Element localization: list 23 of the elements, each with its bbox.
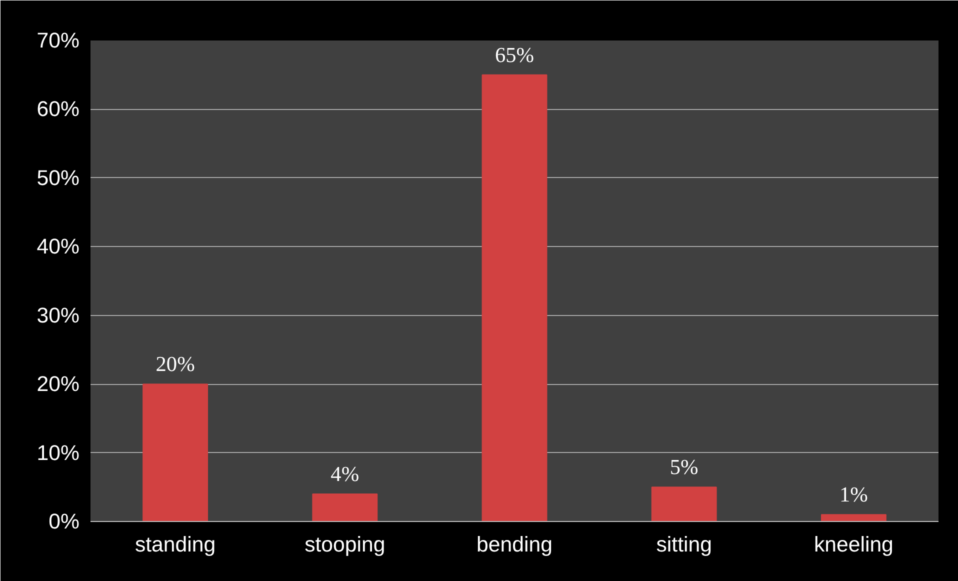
y-tick-label: 40% [36,234,80,259]
data-label: 5% [670,455,699,480]
x-tick-label: standing [134,532,216,556]
bar [651,486,717,522]
y-tick-label: 50% [36,166,80,190]
y-tick-label: 20% [36,372,80,396]
y-tick-label: 10% [36,440,80,465]
data-label: 4% [330,462,360,486]
bar [312,494,378,522]
data-label: 1% [839,482,868,507]
y-tick-label: 30% [36,303,80,328]
y-tick-label: 0% [48,510,80,534]
y-tick-label: 60% [36,97,80,122]
x-tick-label: bending [476,532,552,556]
x-tick-label: kneeling [814,532,894,556]
data-label: 20% [156,352,196,376]
data-label: 65% [494,42,534,67]
bar [820,514,886,522]
bar [482,74,548,522]
y-tick-label: 70% [36,28,80,52]
x-tick-label: stooping [304,532,386,556]
bar [142,384,208,522]
x-tick-label: sitting [656,532,712,556]
